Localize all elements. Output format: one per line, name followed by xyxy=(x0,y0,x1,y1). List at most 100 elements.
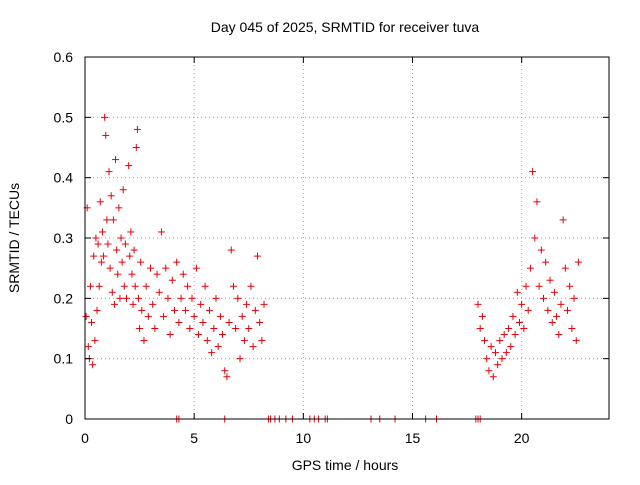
data-point xyxy=(138,306,146,314)
data-point xyxy=(223,373,231,381)
data-point xyxy=(502,349,510,357)
y-tick-label: 0.3 xyxy=(54,230,74,246)
data-point xyxy=(253,252,261,260)
data-point xyxy=(84,343,92,351)
plot-frame xyxy=(84,56,610,420)
data-point xyxy=(574,258,582,266)
data-point xyxy=(82,312,90,320)
data-point xyxy=(116,294,124,302)
data-point xyxy=(247,282,255,290)
y-axis-title: SRMTID / TECUs xyxy=(6,183,22,293)
data-point xyxy=(94,240,102,248)
y-tick-label: 0.6 xyxy=(54,49,74,65)
data-point xyxy=(511,331,519,339)
data-point xyxy=(186,325,194,332)
data-point xyxy=(546,276,554,284)
data-point xyxy=(97,258,105,266)
data-point xyxy=(240,337,248,345)
data-point xyxy=(175,318,183,326)
data-point xyxy=(197,300,205,308)
data-point xyxy=(557,300,565,308)
data-point xyxy=(518,300,526,308)
data-point xyxy=(249,343,257,351)
data-point xyxy=(531,234,539,242)
data-point xyxy=(212,294,220,302)
data-point xyxy=(498,355,506,363)
data-point xyxy=(529,168,537,176)
data-point xyxy=(102,131,110,139)
data-point xyxy=(117,234,125,242)
data-point xyxy=(155,288,163,296)
x-axis-title: GPS time / hours xyxy=(292,457,399,473)
data-point xyxy=(537,246,545,254)
data-point xyxy=(476,325,484,332)
data-point xyxy=(118,258,126,266)
data-point xyxy=(208,349,216,357)
data-point xyxy=(90,252,98,260)
data-point xyxy=(133,125,141,133)
data-point xyxy=(177,294,185,302)
y-tick-label: 0.4 xyxy=(54,170,74,186)
data-point xyxy=(553,312,561,320)
data-point xyxy=(137,258,145,266)
data-point xyxy=(210,325,218,332)
y-tick-label: 0.2 xyxy=(54,290,74,306)
data-point xyxy=(216,312,224,320)
data-point xyxy=(550,288,558,296)
data-point xyxy=(129,300,137,308)
data-point xyxy=(225,318,233,326)
data-point xyxy=(485,367,493,375)
data-point xyxy=(478,312,486,320)
data-point xyxy=(559,216,567,224)
axis-layer: 0 0.1 0.2 0.3 0.4 0.5 0.6 0 5 10 15 20 xyxy=(54,49,609,446)
data-point xyxy=(115,204,123,212)
data-point xyxy=(173,258,181,266)
data-point xyxy=(126,252,134,260)
data-point xyxy=(140,337,148,345)
data-point xyxy=(132,144,140,151)
data-point xyxy=(114,270,122,278)
data-point xyxy=(533,198,541,206)
data-point xyxy=(232,325,240,332)
data-point xyxy=(481,337,489,345)
data-point xyxy=(160,312,168,320)
data-points xyxy=(82,113,582,423)
data-point xyxy=(199,318,207,326)
data-point xyxy=(122,294,130,302)
data-point xyxy=(564,306,572,314)
data-point xyxy=(157,228,165,236)
data-point xyxy=(487,343,495,351)
data-point xyxy=(151,325,159,332)
data-point xyxy=(572,337,580,345)
data-point xyxy=(142,282,150,290)
data-point xyxy=(542,258,550,266)
data-point xyxy=(184,282,192,290)
data-point xyxy=(131,282,139,290)
data-point xyxy=(120,282,128,290)
data-point xyxy=(166,331,174,339)
data-point xyxy=(515,318,523,326)
data-point xyxy=(540,294,547,302)
data-point xyxy=(229,282,237,290)
data-point xyxy=(113,246,121,254)
data-point xyxy=(243,300,251,308)
data-point xyxy=(520,325,528,332)
data-point xyxy=(227,246,235,254)
data-point xyxy=(496,337,504,345)
data-point xyxy=(494,361,502,369)
data-point xyxy=(128,270,136,278)
data-point xyxy=(162,264,170,272)
data-point xyxy=(171,306,179,314)
data-point xyxy=(205,306,213,314)
data-point xyxy=(214,343,222,351)
data-point xyxy=(149,300,157,308)
data-point xyxy=(107,192,115,200)
data-point xyxy=(179,270,187,278)
data-point xyxy=(134,294,142,302)
data-point xyxy=(144,312,152,320)
data-point xyxy=(219,331,227,339)
data-point xyxy=(524,306,532,314)
data-point xyxy=(555,331,563,339)
data-point xyxy=(181,306,189,314)
